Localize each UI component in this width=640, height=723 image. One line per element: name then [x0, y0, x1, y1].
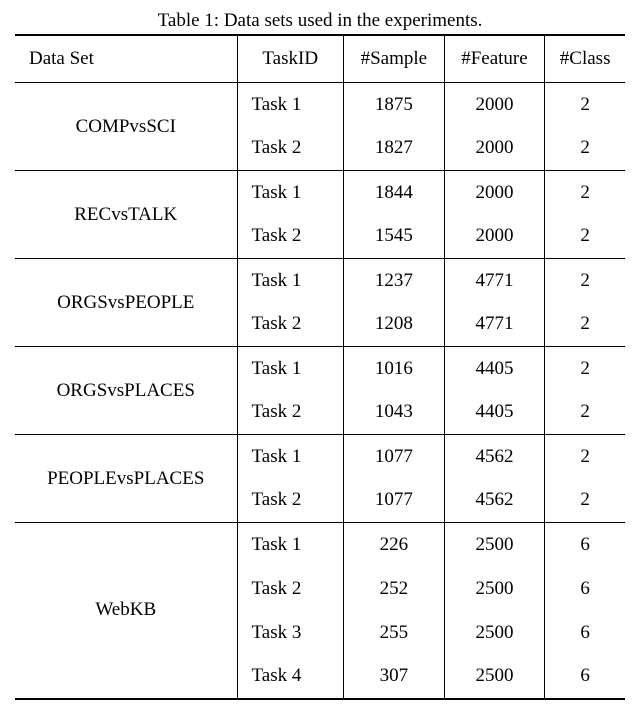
feature-cell: 2000 — [444, 215, 545, 259]
class-cell: 2 — [545, 391, 625, 435]
dataset-name-cell: PEOPLEvsPLACES — [15, 435, 237, 523]
class-cell: 2 — [545, 171, 625, 215]
sample-cell: 1545 — [343, 215, 444, 259]
class-cell: 2 — [545, 435, 625, 479]
feature-cell: 4562 — [444, 479, 545, 523]
feature-cell: 2500 — [444, 523, 545, 567]
sample-cell: 252 — [343, 567, 444, 611]
feature-cell: 4771 — [444, 303, 545, 347]
feature-cell: 2500 — [444, 567, 545, 611]
feature-cell: 2500 — [444, 655, 545, 699]
sample-cell: 1827 — [343, 127, 444, 171]
taskid-cell: Task 1 — [237, 259, 343, 303]
table-row: WebKBTask 122625006 — [15, 523, 625, 567]
sample-cell: 1077 — [343, 435, 444, 479]
taskid-cell: Task 2 — [237, 303, 343, 347]
class-cell: 2 — [545, 259, 625, 303]
class-cell: 2 — [545, 479, 625, 523]
dataset-name-cell: WebKB — [15, 523, 237, 699]
class-cell: 2 — [545, 83, 625, 127]
sample-cell: 1875 — [343, 83, 444, 127]
class-cell: 2 — [545, 127, 625, 171]
table-row: PEOPLEvsPLACESTask 1107745622 — [15, 435, 625, 479]
sample-cell: 307 — [343, 655, 444, 699]
col-header-class: #Class — [545, 35, 625, 83]
class-cell: 2 — [545, 347, 625, 391]
class-cell: 2 — [545, 303, 625, 347]
feature-cell: 4405 — [444, 347, 545, 391]
col-header-dataset: Data Set — [15, 35, 237, 83]
taskid-cell: Task 2 — [237, 127, 343, 171]
sample-cell: 1077 — [343, 479, 444, 523]
class-cell: 6 — [545, 655, 625, 699]
feature-cell: 4771 — [444, 259, 545, 303]
class-cell: 6 — [545, 523, 625, 567]
table-row: COMPvsSCITask 1187520002 — [15, 83, 625, 127]
col-header-sample: #Sample — [343, 35, 444, 83]
sample-cell: 255 — [343, 611, 444, 655]
taskid-cell: Task 1 — [237, 435, 343, 479]
feature-cell: 4562 — [444, 435, 545, 479]
table-body: COMPvsSCITask 1187520002Task 2182720002R… — [15, 83, 625, 699]
class-cell: 6 — [545, 567, 625, 611]
taskid-cell: Task 1 — [237, 523, 343, 567]
taskid-cell: Task 1 — [237, 83, 343, 127]
feature-cell: 4405 — [444, 391, 545, 435]
feature-cell: 2000 — [444, 83, 545, 127]
sample-cell: 1237 — [343, 259, 444, 303]
table-row: RECvsTALKTask 1184420002 — [15, 171, 625, 215]
feature-cell: 2000 — [444, 127, 545, 171]
sample-cell: 226 — [343, 523, 444, 567]
taskid-cell: Task 1 — [237, 171, 343, 215]
feature-cell: 2500 — [444, 611, 545, 655]
col-header-feature: #Feature — [444, 35, 545, 83]
dataset-name-cell: COMPvsSCI — [15, 83, 237, 171]
taskid-cell: Task 2 — [237, 215, 343, 259]
sample-cell: 1043 — [343, 391, 444, 435]
sample-cell: 1016 — [343, 347, 444, 391]
taskid-cell: Task 3 — [237, 611, 343, 655]
sample-cell: 1844 — [343, 171, 444, 215]
table-caption: Table 1: Data sets used in the experimen… — [10, 10, 630, 32]
table-header-row: Data Set TaskID #Sample #Feature #Class — [15, 35, 625, 83]
datasets-table: Data Set TaskID #Sample #Feature #Class … — [15, 34, 625, 700]
taskid-cell: Task 2 — [237, 391, 343, 435]
taskid-cell: Task 2 — [237, 479, 343, 523]
col-header-taskid: TaskID — [237, 35, 343, 83]
dataset-name-cell: RECvsTALK — [15, 171, 237, 259]
sample-cell: 1208 — [343, 303, 444, 347]
dataset-name-cell: ORGSvsPEOPLE — [15, 259, 237, 347]
feature-cell: 2000 — [444, 171, 545, 215]
dataset-name-cell: ORGSvsPLACES — [15, 347, 237, 435]
class-cell: 2 — [545, 215, 625, 259]
taskid-cell: Task 1 — [237, 347, 343, 391]
taskid-cell: Task 4 — [237, 655, 343, 699]
table-row: ORGSvsPEOPLETask 1123747712 — [15, 259, 625, 303]
class-cell: 6 — [545, 611, 625, 655]
table-row: ORGSvsPLACESTask 1101644052 — [15, 347, 625, 391]
taskid-cell: Task 2 — [237, 567, 343, 611]
